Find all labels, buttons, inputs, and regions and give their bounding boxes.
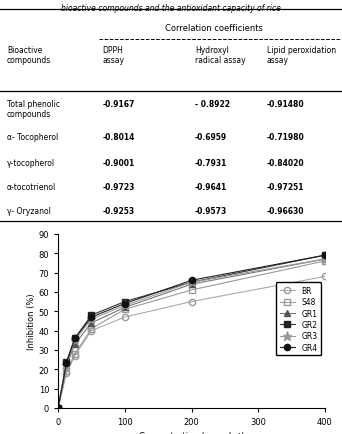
GR4 xyxy=(56,405,60,411)
GR2 xyxy=(64,359,68,364)
GR3 xyxy=(73,338,77,343)
GR4 xyxy=(90,315,94,320)
GR3 xyxy=(64,363,68,368)
Line: GR1: GR1 xyxy=(55,256,328,411)
Y-axis label: Inhibition (%): Inhibition (%) xyxy=(27,293,36,349)
Text: -0.9573: -0.9573 xyxy=(195,206,227,215)
Text: -0.9723: -0.9723 xyxy=(103,182,135,191)
Text: - 0.8922: - 0.8922 xyxy=(195,100,230,109)
Text: -0.9253: -0.9253 xyxy=(103,206,135,215)
GR4 xyxy=(189,278,194,283)
Text: -0.9001: -0.9001 xyxy=(103,158,135,168)
GR1 xyxy=(64,363,68,368)
GR2 xyxy=(323,253,327,258)
GR3 xyxy=(90,317,94,322)
Text: γ-tocopherol: γ-tocopherol xyxy=(7,158,55,168)
Text: DPPH
assay: DPPH assay xyxy=(103,46,124,65)
S48 xyxy=(73,352,77,357)
Line: GR3: GR3 xyxy=(54,255,329,412)
GR1 xyxy=(90,320,94,326)
Text: Total phenolic
compounds: Total phenolic compounds xyxy=(7,100,60,119)
BR xyxy=(123,315,127,320)
BR xyxy=(90,328,94,333)
S48 xyxy=(90,326,94,332)
Text: Hydroxyl
radical assay: Hydroxyl radical assay xyxy=(195,46,246,65)
BR xyxy=(189,299,194,305)
Text: -0.7931: -0.7931 xyxy=(195,158,227,168)
Text: -0.8014: -0.8014 xyxy=(103,132,135,141)
GR3 xyxy=(56,405,60,411)
BR xyxy=(56,405,60,411)
Text: -0.91480: -0.91480 xyxy=(267,100,304,109)
Text: α-tocotrienol: α-tocotrienol xyxy=(7,182,56,191)
Text: bioactive compounds and the antioxidant capacity of rice: bioactive compounds and the antioxidant … xyxy=(61,4,281,13)
GR1 xyxy=(323,257,327,262)
GR4 xyxy=(73,336,77,341)
GR1 xyxy=(56,405,60,411)
S48 xyxy=(189,288,194,293)
GR2 xyxy=(73,336,77,341)
BR xyxy=(323,274,327,279)
GR3 xyxy=(323,257,327,262)
Text: γ- Oryzanol: γ- Oryzanol xyxy=(7,206,51,215)
GR2 xyxy=(189,280,194,285)
S48 xyxy=(323,259,327,264)
Text: -0.9167: -0.9167 xyxy=(103,100,135,109)
Line: S48: S48 xyxy=(55,258,328,411)
GR2 xyxy=(123,299,127,305)
Text: Correlation coefficients: Correlation coefficients xyxy=(165,24,263,33)
Text: -0.84020: -0.84020 xyxy=(267,158,304,168)
Legend: BR, S48, GR1, GR2, GR3, GR4: BR, S48, GR1, GR2, GR3, GR4 xyxy=(276,283,321,355)
BR xyxy=(64,371,68,376)
GR4 xyxy=(123,301,127,306)
Line: BR: BR xyxy=(55,274,328,411)
S48 xyxy=(56,405,60,411)
GR4 xyxy=(64,361,68,366)
GR1 xyxy=(73,342,77,347)
GR3 xyxy=(189,280,194,285)
Text: -0.96630: -0.96630 xyxy=(267,206,304,215)
S48 xyxy=(123,307,127,312)
Line: GR4: GR4 xyxy=(55,253,328,411)
S48 xyxy=(64,369,68,374)
GR1 xyxy=(189,282,194,287)
Text: -0.6959: -0.6959 xyxy=(195,132,227,141)
Text: α- Tocopherol: α- Tocopherol xyxy=(7,132,58,141)
Line: GR2: GR2 xyxy=(55,253,328,411)
X-axis label: Concentration (mg mL⁻¹): Concentration (mg mL⁻¹) xyxy=(139,431,244,434)
GR3 xyxy=(123,303,127,308)
GR1 xyxy=(123,305,127,310)
Text: -0.97251: -0.97251 xyxy=(267,182,304,191)
GR4 xyxy=(323,253,327,258)
Text: -0.9641: -0.9641 xyxy=(195,182,227,191)
BR xyxy=(73,353,77,358)
Text: Lipid peroxidation
assay: Lipid peroxidation assay xyxy=(267,46,336,65)
Text: Bioactive
compounds: Bioactive compounds xyxy=(7,46,51,65)
Text: -0.71980: -0.71980 xyxy=(267,132,304,141)
GR2 xyxy=(56,405,60,411)
GR2 xyxy=(90,313,94,318)
